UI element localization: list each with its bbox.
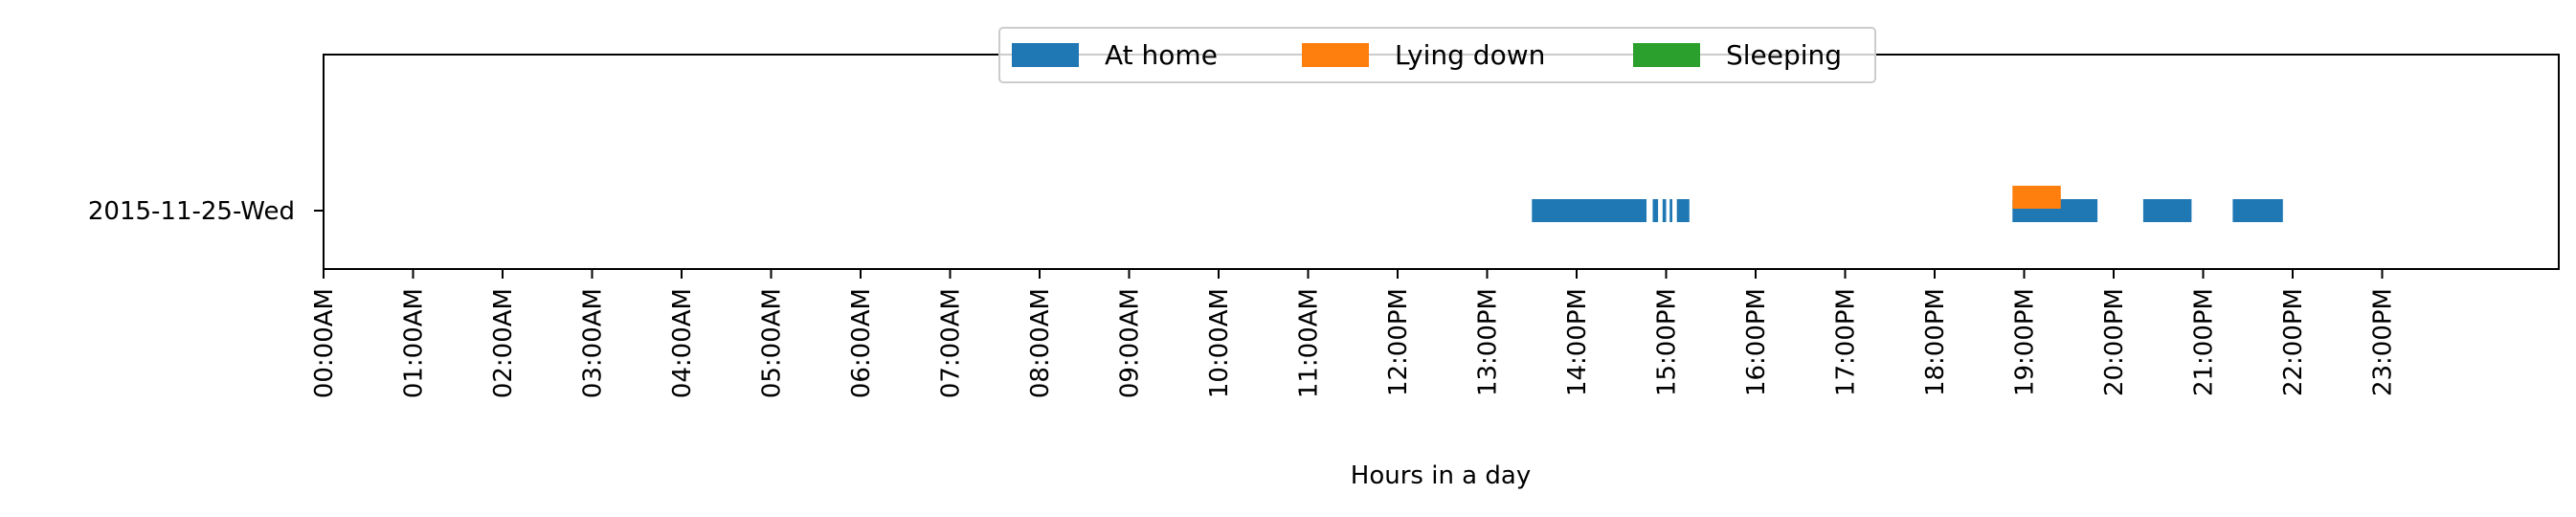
x-tick-label: 19:00PM: [2011, 288, 2040, 396]
x-tick-label: 18:00PM: [1921, 288, 1950, 396]
x-tick-label: 08:00AM: [1026, 288, 1055, 398]
x-tick-label: 02:00AM: [489, 288, 518, 398]
plot-area: [323, 54, 2560, 270]
legend-swatch-at-home: [1012, 43, 1079, 67]
bar-at-home-4: [1676, 199, 1690, 222]
x-tick-label: 22:00PM: [2279, 288, 2308, 396]
x-tick-label: 09:00AM: [1116, 288, 1145, 398]
x-tick-label: 23:00PM: [2369, 288, 2398, 396]
x-tick-label: 13:00PM: [1474, 288, 1503, 396]
legend-box: [998, 27, 1876, 83]
x-tick-label: 15:00PM: [1653, 288, 1682, 396]
x-tick-label: 12:00PM: [1384, 288, 1413, 396]
legend-swatch-sleeping: [1633, 43, 1700, 67]
bar-at-home-1: [1652, 199, 1659, 222]
x-tick-label: 17:00PM: [1832, 288, 1861, 396]
bars-layer: [1532, 186, 2283, 222]
x-tick-label: 04:00AM: [668, 288, 697, 398]
bar-at-home-3: [1669, 199, 1672, 222]
bar-at-home-6: [2142, 199, 2192, 222]
bar-at-home-0: [1532, 199, 1646, 222]
x-tick-label: 11:00AM: [1295, 288, 1324, 398]
legend-label: At home: [1105, 39, 1218, 71]
legend-swatch-lying-down: [1302, 43, 1369, 67]
x-tick-label: 21:00PM: [2190, 288, 2219, 396]
y-tick-label: 2015-11-25-Wed: [88, 197, 295, 226]
x-tick-label: 20:00PM: [2100, 288, 2129, 396]
x-tick-label: 00:00AM: [310, 288, 339, 398]
bar-at-home-7: [2232, 199, 2283, 222]
x-tick-label: 05:00AM: [758, 288, 787, 398]
x-tick-label: 06:00AM: [847, 288, 876, 398]
x-tick-label: 16:00PM: [1742, 288, 1771, 396]
x-tick-label: 14:00PM: [1563, 288, 1592, 396]
x-tick-label: 01:00AM: [400, 288, 429, 398]
y-axis: 2015-11-25-Wed: [88, 197, 324, 226]
bar-at-home-2: [1662, 199, 1667, 222]
legend: At home Lying down Sleeping: [998, 27, 1876, 83]
legend-label: Lying down: [1395, 39, 1545, 71]
x-tick-label: 10:00AM: [1205, 288, 1234, 398]
plot-frame: [323, 54, 2560, 270]
legend-label: Sleeping: [1726, 39, 1842, 71]
x-tick-label: 07:00AM: [937, 288, 966, 398]
bar-lying-down-0: [2012, 186, 2061, 209]
x-axis-label: Hours in a day: [1351, 461, 1531, 490]
x-tick-label: 03:00AM: [579, 288, 608, 398]
x-axis: 00:00AM 01:00AM 02:00AM 03:00AM 04:00AM 05:00…: [310, 269, 2398, 398]
